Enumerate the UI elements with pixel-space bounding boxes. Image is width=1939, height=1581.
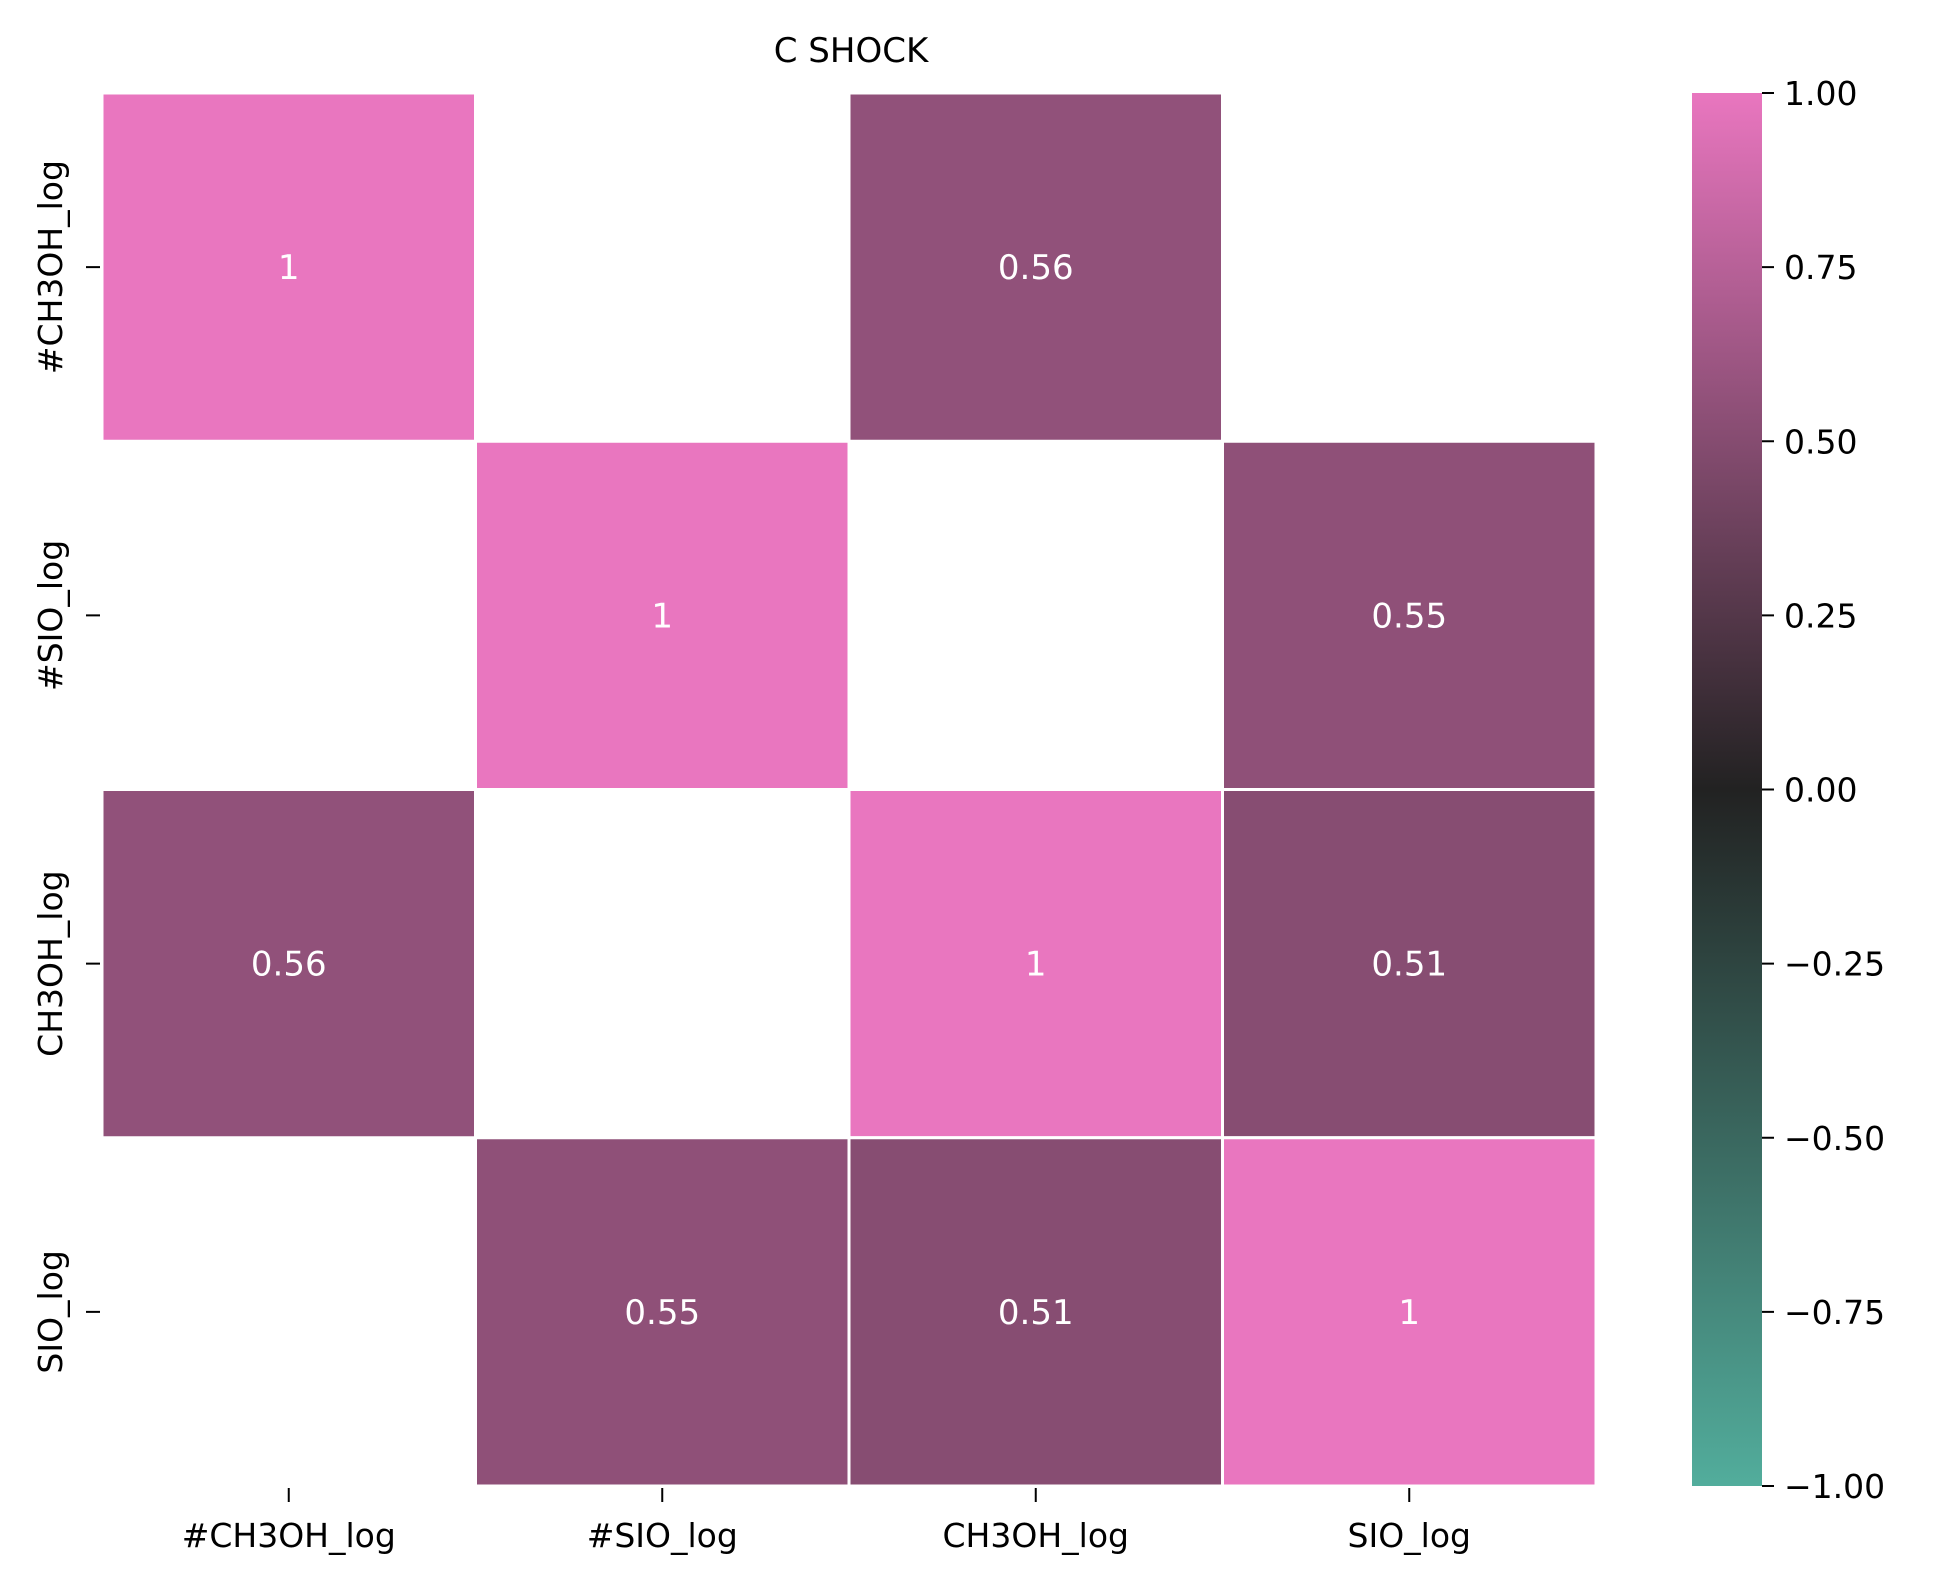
cell-label: 0.51 <box>1371 945 1447 985</box>
heatmap-cell <box>474 439 851 791</box>
colorbar-tick-label: −1.00 <box>1784 1467 1885 1506</box>
cell-label: 0.56 <box>251 945 327 985</box>
y-tick-label: #CH3OH_log <box>31 160 70 374</box>
colorbar-tick-label: −0.50 <box>1784 1119 1885 1158</box>
heatmap-cell-labels: 1 0.56 1 0.55 0.56 1 0.51 0.55 0.51 1 <box>251 248 1447 1333</box>
heatmap-cell <box>474 1136 851 1488</box>
heatmap-cell <box>847 1136 1224 1488</box>
x-tick-label: #SIO_log <box>587 1516 738 1555</box>
colorbar-gradient <box>1692 93 1762 1486</box>
cell-label: 1 <box>651 596 673 636</box>
y-tick-label: #SIO_log <box>31 540 70 691</box>
cell-label: 0.55 <box>624 1293 700 1333</box>
cell-label: 0.51 <box>998 1293 1074 1333</box>
colorbar-tick-label: 0.00 <box>1784 771 1857 810</box>
cell-label: 0.55 <box>1371 596 1447 636</box>
x-tick-label: SIO_log <box>1348 1516 1471 1555</box>
colorbar-tick-label: 0.75 <box>1784 248 1857 287</box>
colorbar-tick-label: 0.50 <box>1784 422 1857 461</box>
cell-label: 0.56 <box>998 248 1074 288</box>
colorbar-tick-label: 1.00 <box>1784 74 1857 113</box>
colorbar-tick-label: 0.25 <box>1784 596 1857 635</box>
colorbar-ticks: 1.00 0.75 0.50 0.25 0.00 −0.25 −0.50 −0.75 −1.00 <box>1762 74 1885 1506</box>
colorbar-tick-label: −0.25 <box>1784 945 1885 984</box>
colorbar-tick-label: −0.75 <box>1784 1293 1885 1332</box>
y-tick-label: SIO_log <box>31 1250 70 1373</box>
chart-title: C SHOCK <box>774 31 930 71</box>
heatmap-cells <box>100 91 1598 1488</box>
heatmap-cell <box>1221 1136 1598 1488</box>
y-tick-label: CH3OH_log <box>31 870 70 1056</box>
y-axis: #CH3OH_log #SIO_log CH3OH_log SIO_log <box>31 160 100 1374</box>
heatmap-cell <box>847 91 1224 443</box>
heatmap-cell <box>847 788 1224 1140</box>
heatmap-cell <box>1221 439 1598 791</box>
colorbar: 1.00 0.75 0.50 0.25 0.00 −0.25 −0.50 −0.75 −1.00 <box>1692 74 1885 1506</box>
heatmap-cell <box>100 788 477 1140</box>
x-axis: #CH3OH_log #SIO_log CH3OH_log SIO_log <box>182 1488 1471 1555</box>
x-tick-label: #CH3OH_log <box>182 1516 396 1555</box>
cell-label: 1 <box>1398 1293 1420 1333</box>
cell-label: 1 <box>1025 945 1047 985</box>
heatmap-cell <box>100 91 477 443</box>
cell-label: 1 <box>278 248 300 288</box>
x-tick-label: CH3OH_log <box>943 1516 1129 1555</box>
